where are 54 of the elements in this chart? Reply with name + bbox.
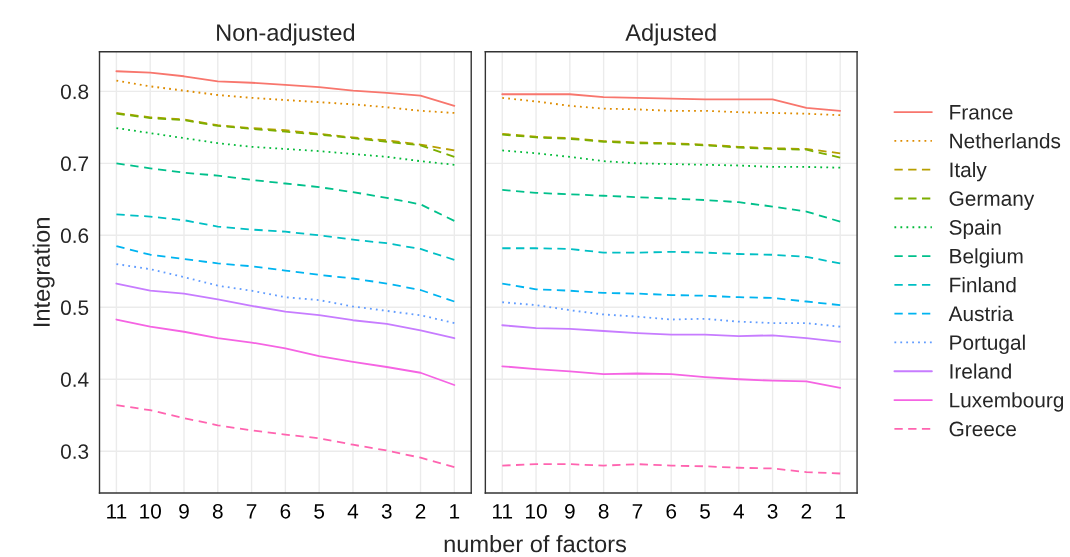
x-tick-label: 5	[314, 504, 325, 519]
line-series	[115, 263, 456, 325]
x-tick-label: 8	[212, 503, 223, 519]
legend-label: Luxembourg	[950, 392, 1064, 412]
x-tick-label: 3	[767, 503, 778, 519]
x-tick-label: 5	[700, 504, 710, 519]
x-tick-label: 2	[801, 503, 812, 519]
y-tick-label: 0.8	[60, 84, 89, 100]
line-series	[115, 70, 456, 107]
x-tick-label: 6	[280, 503, 291, 519]
x-tick-label: 11	[493, 504, 513, 519]
legend-label: Netherlands	[950, 133, 1061, 149]
x-tick-label: 7	[632, 504, 643, 519]
line-series	[115, 127, 456, 166]
x-tick-label: 4	[347, 504, 359, 519]
y-tick-label: 0.5	[60, 300, 89, 316]
x-tick-label: 8	[598, 503, 609, 519]
x-tick-label: 7	[246, 504, 257, 519]
legend-label: Belgium	[950, 248, 1023, 268]
legend-label: Germany	[949, 191, 1035, 211]
legend-label: Ireland	[950, 363, 1011, 379]
legend-label: Finland	[950, 277, 1016, 293]
x-tick-label: 10	[526, 503, 547, 519]
x-axis-title: number of factors	[444, 534, 627, 553]
legend-label: Italy	[950, 161, 987, 182]
x-tick-label: 4	[733, 504, 744, 519]
x-tick-label: 3	[381, 503, 392, 519]
x-tick-label: 9	[179, 503, 189, 519]
legend-label: Portugal	[950, 334, 1025, 355]
chart-title: Non-adjusted	[217, 23, 355, 46]
chart-title: Adjusted	[625, 23, 716, 46]
line-series	[115, 79, 456, 114]
legend-label: Austria	[948, 305, 1014, 322]
x-tick-label: 6	[666, 503, 677, 519]
y-tick-label: 0.6	[60, 228, 89, 244]
x-tick-label: 1	[450, 504, 460, 519]
legend-label: France	[950, 105, 1013, 120]
line-series	[115, 213, 456, 261]
line-series	[115, 282, 456, 340]
legend-label: Greece	[949, 421, 1016, 437]
line-series	[115, 245, 456, 303]
x-tick-label: 9	[565, 503, 575, 519]
y-tick-label: 0.4	[60, 372, 89, 387]
line-series	[115, 404, 456, 468]
legend-label: Spain	[949, 219, 1001, 239]
line-series	[115, 318, 456, 386]
x-tick-label: 1	[835, 504, 845, 519]
x-tick-label: 2	[415, 503, 426, 519]
x-tick-label: 11	[107, 504, 127, 519]
y-axis-title: Integration	[32, 218, 55, 326]
y-tick-label: 0.7	[60, 156, 89, 172]
x-tick-label: 10	[140, 503, 161, 519]
y-tick-label: 0.3	[60, 444, 89, 459]
line-series	[115, 162, 456, 222]
